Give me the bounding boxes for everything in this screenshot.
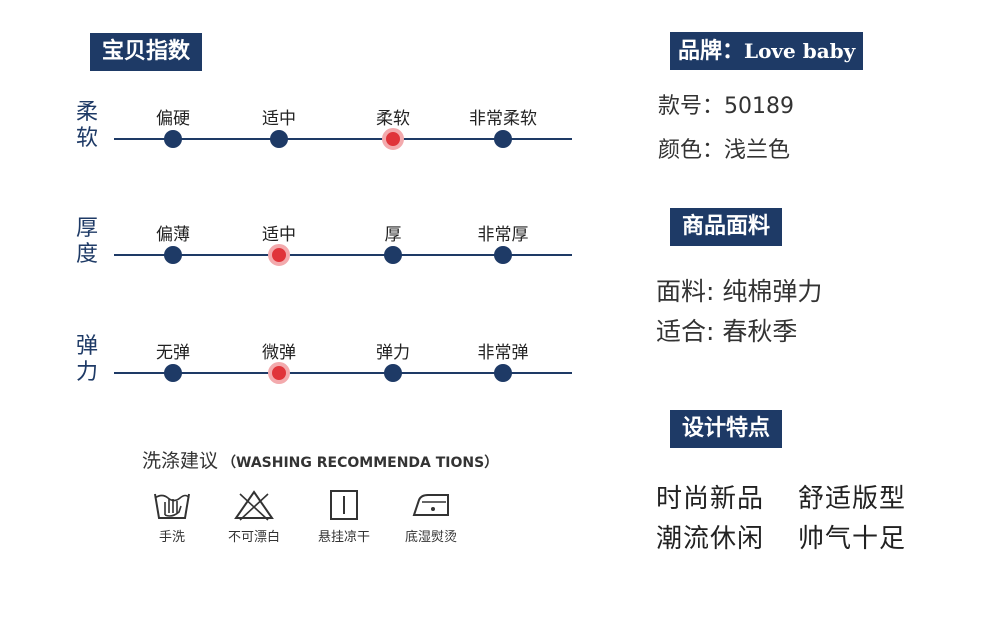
wash-item-no-bleach: 不可漂白 (209, 488, 299, 545)
elasticity-line (114, 372, 572, 374)
softness-label: 柔软 (75, 100, 98, 151)
scale-stop-label: 偏薄 (156, 225, 190, 245)
scale-dot (164, 246, 182, 264)
scale-stop-label: 适中 (262, 225, 296, 245)
wash-title-text: 洗涤建议 (142, 450, 219, 472)
color-label: 颜色： (658, 138, 725, 163)
scale-dot (164, 364, 182, 382)
scale-stop-label: 厚 (384, 225, 402, 245)
scale-stop-label: 弹力 (376, 343, 410, 363)
brand-tag: 品牌：Love baby (670, 32, 864, 70)
material-line: 面料: 纯棉弹力 (656, 272, 822, 308)
index-title: 宝贝指数 (90, 33, 203, 71)
wash-label-hang-dry: 悬挂凉干 (317, 530, 370, 545)
design-title: 设计特点 (670, 410, 783, 448)
thickness-label: 厚度 (75, 216, 98, 267)
scale-dot (494, 364, 512, 382)
scale-stop-label: 非常弹 (477, 343, 529, 363)
wash-title: 洗涤建议 （WASHING RECOMMENDA TIONS） (142, 446, 498, 473)
scale-stop-label: 非常厚 (477, 225, 529, 245)
model-number: 50189 (724, 94, 795, 119)
brand-name: Love baby (744, 39, 856, 63)
elasticity-scale: 弹力 无弹 微弹 弹力 非常弹 (70, 334, 580, 404)
season-value: 春秋季 (722, 317, 798, 346)
hang-dry-icon (330, 490, 358, 520)
feature-item: 时尚新品 (656, 484, 765, 514)
color-line: 颜色：浅兰色 (658, 132, 790, 164)
selected-dot (268, 362, 290, 384)
scale-dot (494, 130, 512, 148)
wash-label-low-iron: 底湿熨烫 (404, 530, 457, 545)
softness-scale: 柔软 偏硬 适中 柔软 非常柔软 (70, 100, 580, 170)
model-line: 款号：50189 (658, 88, 794, 120)
scale-dot (494, 246, 512, 264)
material-value: 纯棉弹力 (722, 277, 823, 306)
scale-dot (384, 246, 402, 264)
feature-item: 帅气十足 (798, 524, 907, 554)
color-value: 浅兰色 (724, 138, 791, 163)
wash-label-hand-wash: 手洗 (158, 530, 185, 545)
scale-dot (270, 130, 288, 148)
scale-dot (384, 364, 402, 382)
selected-dot (382, 128, 404, 150)
fabric-title: 商品面料 (670, 208, 783, 246)
wash-item-hang-dry: 悬挂凉干 (299, 488, 389, 545)
wash-label-no-bleach: 不可漂白 (227, 530, 280, 545)
material-label: 面料: (656, 277, 715, 306)
hand-wash-icon (154, 493, 190, 519)
softness-line (114, 138, 572, 140)
wash-subtitle: （WASHING RECOMMENDA TIONS） (222, 455, 499, 471)
model-label: 款号： (658, 94, 725, 119)
low-iron-icon (412, 494, 449, 516)
scale-stop-label: 非常柔软 (469, 109, 537, 129)
season-label: 适合: (656, 317, 715, 346)
scale-stop-label: 柔软 (376, 109, 410, 129)
scale-stop-label: 微弹 (262, 343, 296, 363)
scale-dot (164, 130, 182, 148)
scale-stop-label: 适中 (262, 109, 296, 129)
scale-stop-label: 偏硬 (156, 109, 190, 129)
brand-label: 品牌： (678, 39, 745, 64)
wash-item-low-iron: 底湿熨烫 (386, 488, 476, 545)
feature-item: 舒适版型 (798, 484, 907, 514)
season-line: 适合: 春秋季 (656, 312, 797, 348)
scale-stop-label: 无弹 (156, 343, 190, 363)
wash-item-hand-wash: 手洗 (127, 488, 217, 545)
thickness-scale: 厚度 偏薄 适中 厚 非常厚 (70, 216, 580, 286)
no-bleach-icon (234, 490, 274, 521)
thickness-line (114, 254, 572, 256)
selected-dot (268, 244, 290, 266)
elasticity-label: 弹力 (75, 334, 98, 385)
feature-item: 潮流休闲 (656, 524, 765, 554)
